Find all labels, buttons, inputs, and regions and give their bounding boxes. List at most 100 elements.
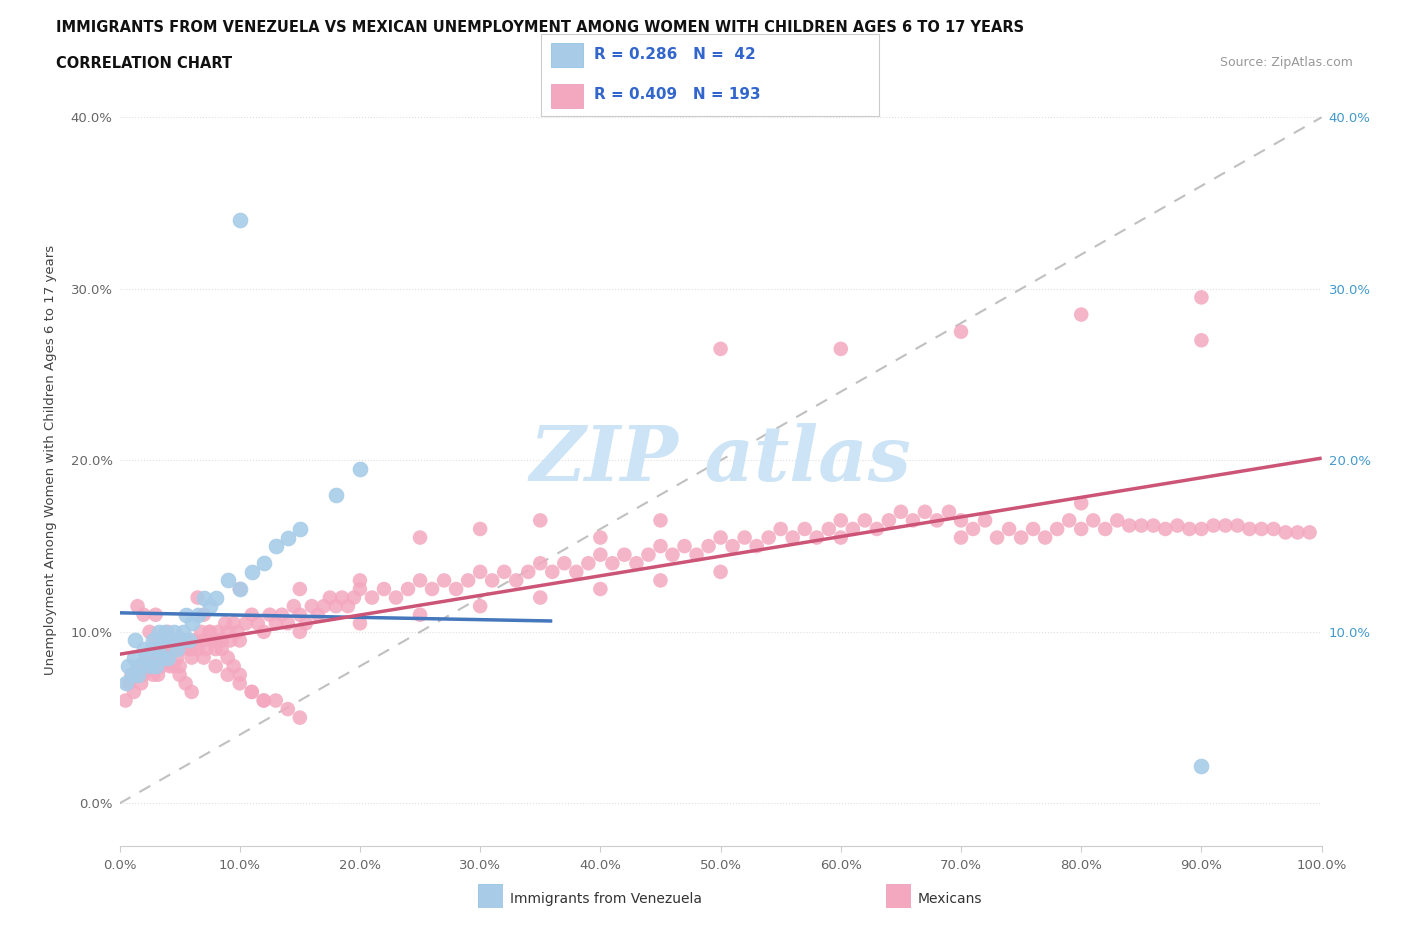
- Point: [877, 513, 900, 528]
- Point: [153, 624, 176, 639]
- Point: [211, 642, 233, 657]
- Point: [505, 573, 527, 588]
- Point: [198, 624, 221, 639]
- Point: [890, 504, 912, 519]
- Text: Source: ZipAtlas.com: Source: ZipAtlas.com: [1219, 56, 1353, 69]
- Point: [169, 658, 191, 673]
- Point: [253, 556, 276, 571]
- Point: [127, 658, 149, 673]
- Point: [179, 642, 201, 657]
- Point: [141, 642, 163, 657]
- Point: [745, 538, 768, 553]
- Point: [138, 658, 160, 673]
- Point: [529, 556, 551, 571]
- Text: R = 0.409   N = 193: R = 0.409 N = 193: [593, 87, 761, 102]
- Point: [517, 565, 540, 579]
- Point: [481, 573, 503, 588]
- Point: [135, 650, 157, 665]
- Point: [949, 325, 972, 339]
- Point: [602, 556, 624, 571]
- Point: [228, 581, 252, 596]
- Text: Mexicans: Mexicans: [918, 892, 983, 907]
- Point: [468, 565, 492, 579]
- Point: [1226, 518, 1249, 533]
- Point: [494, 565, 516, 579]
- Point: [1010, 530, 1032, 545]
- Point: [385, 591, 408, 605]
- Point: [162, 658, 184, 673]
- Point: [901, 513, 924, 528]
- Point: [938, 504, 960, 519]
- Point: [565, 565, 588, 579]
- Point: [193, 591, 215, 605]
- Point: [721, 538, 744, 553]
- Point: [325, 487, 347, 502]
- Point: [150, 658, 173, 673]
- Point: [1202, 518, 1225, 533]
- Point: [156, 624, 179, 639]
- Point: [1083, 513, 1105, 528]
- Point: [626, 556, 648, 571]
- Point: [228, 581, 252, 596]
- Point: [193, 633, 215, 648]
- Point: [142, 668, 165, 683]
- Point: [1142, 518, 1164, 533]
- Point: [277, 616, 299, 631]
- Point: [145, 650, 167, 665]
- Point: [217, 650, 239, 665]
- Point: [146, 642, 169, 657]
- Point: [180, 650, 202, 665]
- Point: [541, 565, 564, 579]
- Point: [650, 538, 672, 553]
- Point: [312, 599, 335, 614]
- Point: [1022, 522, 1045, 537]
- Point: [180, 642, 202, 657]
- Point: [198, 624, 221, 639]
- Point: [589, 530, 612, 545]
- Point: [190, 624, 212, 639]
- Point: [1189, 522, 1212, 537]
- Point: [187, 607, 209, 622]
- Point: [709, 341, 731, 356]
- Point: [842, 522, 865, 537]
- Point: [288, 607, 311, 622]
- Point: [129, 658, 152, 673]
- Point: [1189, 758, 1212, 773]
- Text: Immigrants from Venezuela: Immigrants from Venezuela: [510, 892, 703, 907]
- Point: [529, 513, 551, 528]
- Point: [172, 624, 194, 639]
- Point: [153, 633, 176, 648]
- Point: [240, 607, 263, 622]
- Point: [1189, 290, 1212, 305]
- Point: [264, 538, 287, 553]
- Point: [122, 650, 145, 665]
- Point: [468, 522, 492, 537]
- Point: [817, 522, 839, 537]
- Point: [132, 668, 155, 683]
- Point: [228, 676, 252, 691]
- Point: [330, 591, 353, 605]
- Point: [301, 599, 323, 614]
- Point: [114, 676, 136, 691]
- Point: [782, 530, 804, 545]
- Point: [1046, 522, 1069, 537]
- Text: ZIP atlas: ZIP atlas: [530, 423, 911, 498]
- Point: [169, 633, 191, 648]
- Y-axis label: Unemployment Among Women with Children Ages 6 to 17 years: Unemployment Among Women with Children A…: [44, 246, 56, 675]
- Point: [349, 581, 371, 596]
- Point: [166, 650, 188, 665]
- Point: [361, 591, 384, 605]
- Point: [187, 591, 209, 605]
- Point: [307, 607, 329, 622]
- Point: [270, 607, 292, 622]
- Point: [949, 513, 972, 528]
- Point: [613, 547, 636, 562]
- Point: [166, 642, 188, 657]
- Point: [650, 513, 672, 528]
- Point: [264, 693, 287, 708]
- Point: [183, 633, 205, 648]
- Point: [409, 607, 432, 622]
- Point: [1178, 522, 1201, 537]
- Point: [637, 547, 659, 562]
- Point: [202, 633, 225, 648]
